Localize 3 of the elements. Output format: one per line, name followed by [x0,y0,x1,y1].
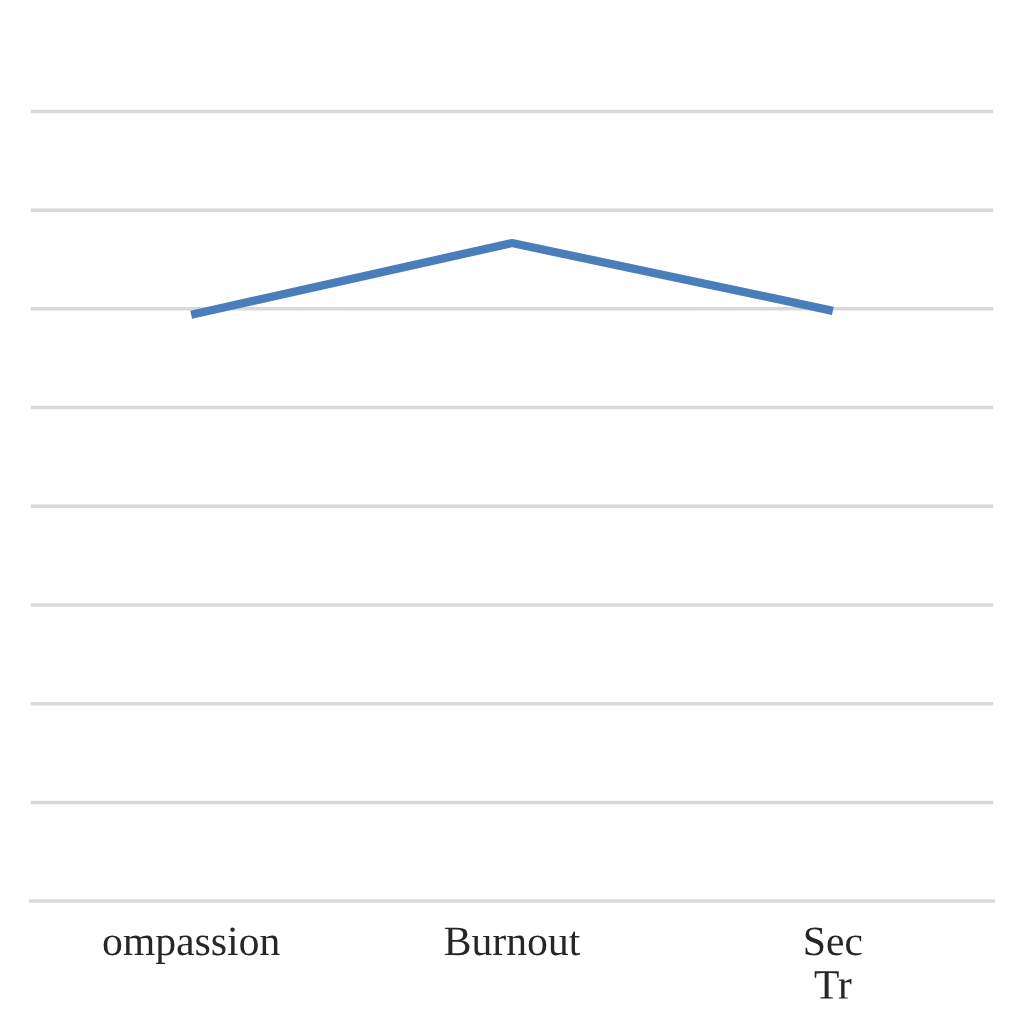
x-tick-label: Burnout [444,927,581,956]
x-tick-label: Sec Tr [805,927,862,999]
x-tick-label: ompassion [103,927,280,964]
